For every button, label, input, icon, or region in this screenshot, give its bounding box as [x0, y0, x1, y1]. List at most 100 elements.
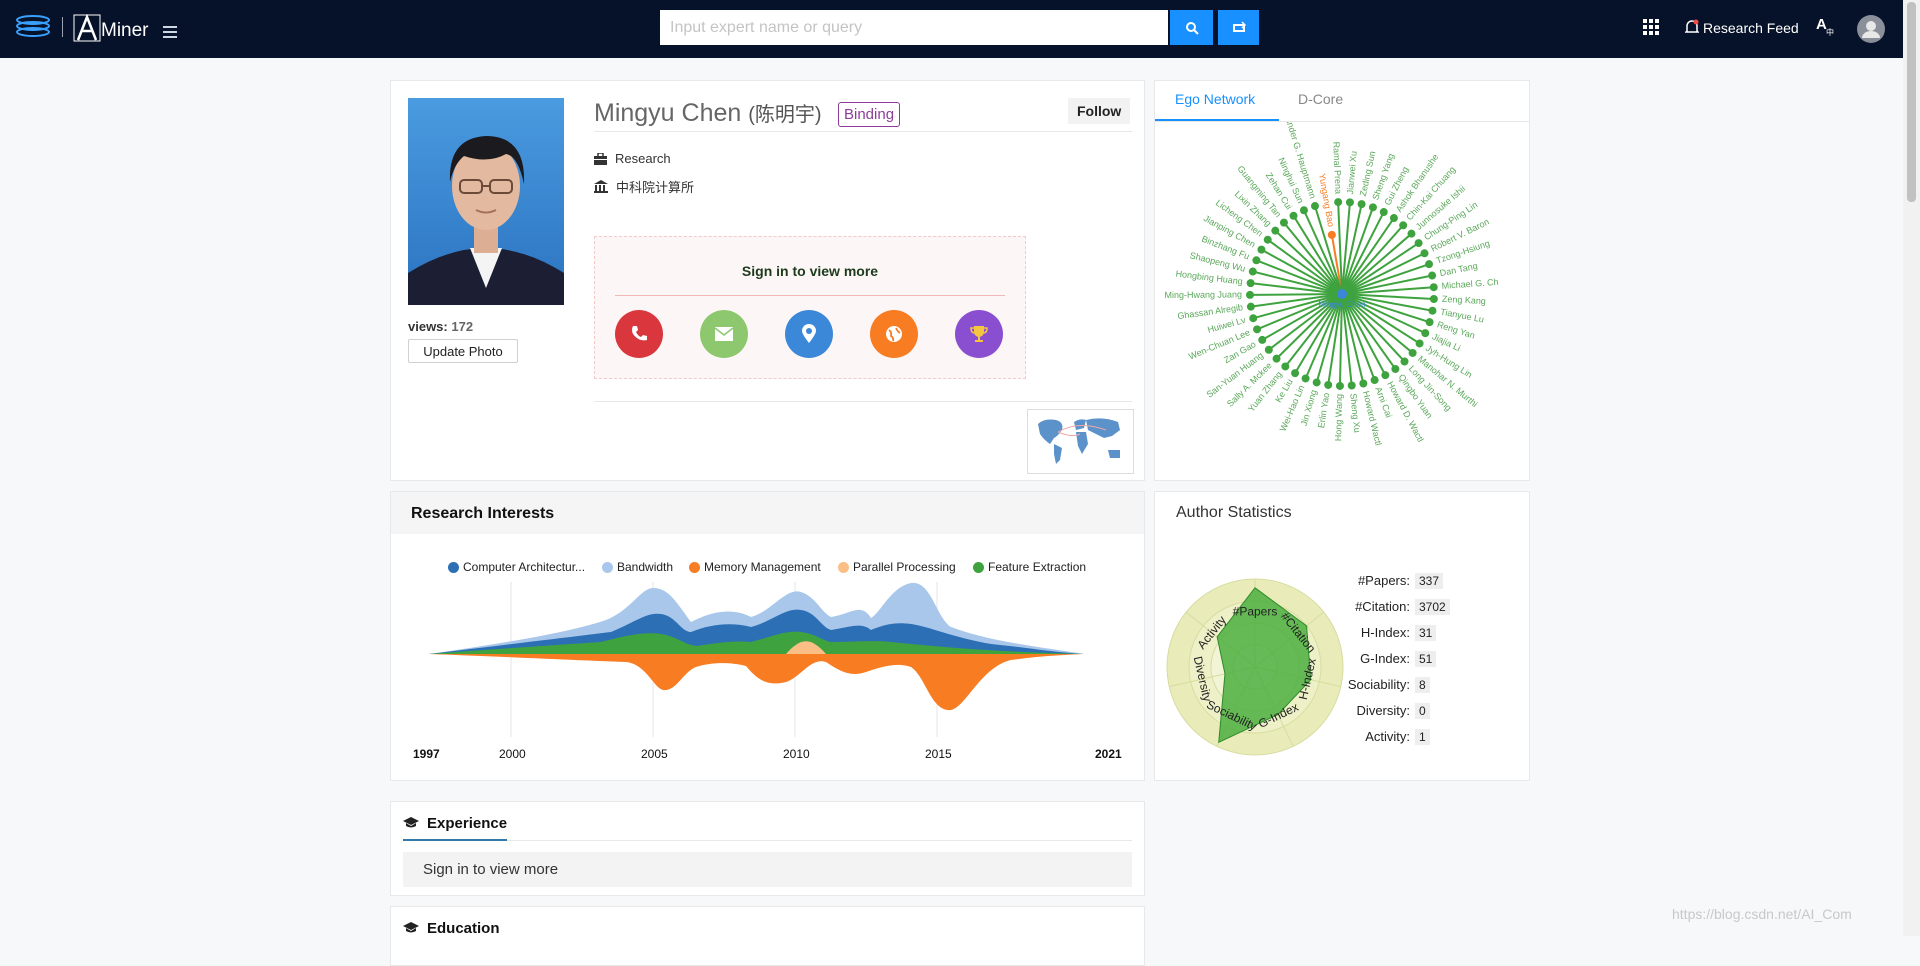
profile-chinese-name: (陈明宇): [748, 104, 822, 126]
ego-node[interactable]: [1347, 381, 1356, 390]
ego-node[interactable]: [1263, 235, 1272, 244]
search-button[interactable]: [1170, 10, 1213, 45]
user-avatar-icon[interactable]: [1856, 14, 1886, 44]
ego-node[interactable]: [1246, 290, 1255, 299]
experience-sign-in[interactable]: Sign in to view more: [403, 852, 1132, 887]
ego-node[interactable]: [1299, 206, 1308, 215]
binding-button[interactable]: Binding: [838, 102, 901, 127]
ego-node[interactable]: [1272, 354, 1281, 363]
ego-node-label[interactable]: Erlin Yao: [1316, 392, 1331, 429]
homepage-button[interactable]: [870, 310, 918, 358]
ego-node[interactable]: [1291, 369, 1300, 378]
ego-node[interactable]: [1257, 245, 1266, 254]
scrollbar-thumb[interactable]: [1907, 2, 1916, 202]
ego-node[interactable]: [1271, 226, 1280, 235]
ego-node-label[interactable]: Ramal Prena: [1331, 141, 1343, 194]
world-map-thumbnail[interactable]: [1027, 409, 1134, 474]
ego-node-label[interactable]: Sheng Xu: [1348, 393, 1362, 433]
page-scrollbar[interactable]: [1903, 0, 1920, 936]
ego-node[interactable]: [1246, 279, 1255, 288]
ego-node[interactable]: [1429, 283, 1438, 292]
research-feed-link[interactable]: Research Feed: [1703, 20, 1799, 36]
ego-edge: [1341, 293, 1406, 363]
ego-node-label[interactable]: Jianwei Xu: [1345, 151, 1359, 195]
update-photo-button[interactable]: Update Photo: [408, 339, 518, 363]
ego-node[interactable]: [1399, 221, 1408, 230]
awards-button[interactable]: [955, 310, 1003, 358]
ego-node[interactable]: [1301, 374, 1310, 383]
ego-node-label[interactable]: Ming-Hwang Juang: [1164, 289, 1242, 300]
ego-node[interactable]: [1407, 229, 1416, 238]
ego-node[interactable]: [1345, 198, 1354, 207]
tab-ego-network[interactable]: Ego Network: [1175, 91, 1256, 107]
ego-node[interactable]: [1408, 348, 1417, 357]
apps-grid-icon[interactable]: [1643, 19, 1659, 35]
ego-node[interactable]: [1357, 200, 1366, 209]
ego-node[interactable]: [1429, 295, 1438, 304]
ego-node[interactable]: [1425, 260, 1434, 269]
streamgraph-chart[interactable]: [391, 582, 1144, 742]
search-input[interactable]: [660, 10, 1168, 45]
ego-node[interactable]: [1334, 198, 1343, 207]
ego-node[interactable]: [1324, 380, 1333, 389]
ego-node[interactable]: [1425, 318, 1434, 327]
bell-icon[interactable]: [1685, 19, 1699, 35]
aminer-logo-icon[interactable]: [73, 14, 103, 42]
legend-item[interactable]: Computer Architectur...: [448, 560, 585, 574]
ego-node[interactable]: [1428, 271, 1437, 280]
legend-item[interactable]: Feature Extraction: [973, 560, 1086, 574]
ego-node-label[interactable]: Hongbing Huang: [1175, 269, 1243, 287]
ego-node[interactable]: [1264, 345, 1273, 354]
ego-node-label[interactable]: Hong Wang: [1333, 394, 1344, 441]
graduation-cap-icon: [403, 817, 419, 828]
translate-icon[interactable]: A 中: [1815, 15, 1837, 37]
brand-logo-icon[interactable]: [14, 12, 52, 42]
legend-item[interactable]: Bandwidth: [602, 560, 673, 574]
ego-node[interactable]: [1379, 208, 1388, 217]
ego-node[interactable]: [1249, 314, 1258, 323]
ego-node[interactable]: [1368, 203, 1377, 212]
follow-button[interactable]: Follow: [1068, 98, 1131, 124]
ego-node[interactable]: [1279, 218, 1288, 227]
ego-node[interactable]: [1312, 378, 1321, 387]
location-button[interactable]: [785, 310, 833, 358]
ego-node-label[interactable]: Zeng Kang: [1442, 294, 1487, 306]
ego-node[interactable]: [1289, 211, 1298, 220]
ego-node[interactable]: [1389, 214, 1398, 223]
ego-node[interactable]: [1428, 306, 1437, 315]
legend-item[interactable]: Memory Management: [689, 560, 821, 574]
ego-node[interactable]: [1258, 335, 1267, 344]
ego-edge: [1341, 293, 1387, 376]
email-button[interactable]: [700, 310, 748, 358]
ego-node[interactable]: [1359, 379, 1368, 388]
ego-node[interactable]: [1335, 381, 1344, 390]
ego-node[interactable]: [1415, 339, 1424, 348]
author-radar-chart[interactable]: #Papers #CitationH-IndexG-IndexSociabilit…: [1155, 562, 1355, 772]
ego-node[interactable]: [1381, 371, 1390, 380]
ego-node[interactable]: [1420, 249, 1429, 258]
ego-node[interactable]: [1246, 302, 1255, 311]
ego-node[interactable]: [1327, 230, 1336, 239]
phone-button[interactable]: [615, 310, 663, 358]
ego-node[interactable]: [1391, 364, 1400, 373]
ego-edge: [1341, 217, 1395, 295]
brand-name[interactable]: Miner: [101, 20, 149, 41]
ego-center-node[interactable]: [1337, 289, 1347, 299]
ego-node[interactable]: [1281, 362, 1290, 371]
ego-node-label[interactable]: Michael G. Ch: [1441, 277, 1499, 291]
ego-edge: [1341, 252, 1425, 295]
ego-node[interactable]: [1421, 329, 1430, 338]
legend-item[interactable]: Parallel Processing: [838, 560, 956, 574]
ego-node[interactable]: [1414, 239, 1423, 248]
ego-node[interactable]: [1400, 357, 1409, 366]
ego-node[interactable]: [1310, 202, 1319, 211]
ego-node[interactable]: [1370, 376, 1379, 385]
ego-node[interactable]: [1253, 325, 1262, 334]
sign-in-link[interactable]: Sign in to view more: [741, 263, 879, 279]
switch-search-button[interactable]: [1218, 10, 1259, 45]
ego-node[interactable]: [1252, 256, 1261, 265]
tab-d-core[interactable]: D-Core: [1298, 91, 1344, 107]
menu-icon[interactable]: [163, 26, 177, 41]
ego-node[interactable]: [1248, 267, 1257, 276]
